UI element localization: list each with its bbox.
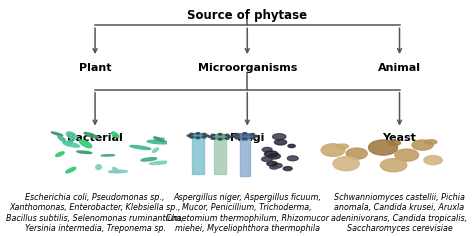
Text: Aspergillus niger, Aspergillus ficuum,
Mucor, Penicillium, Trichoderma,
Chaetomi: Aspergillus niger, Aspergillus ficuum, M… [166,193,328,233]
Text: Schwanniomyces castellii, Pichia
anomala, Candida krusei, Aruxla
adeninivorans, : Schwanniomyces castellii, Pichia anomala… [331,193,467,233]
Text: Microorganisms: Microorganisms [198,63,297,73]
Text: Escherichia coli, Pseudomonas sp.,
Xanthomonas, Enterobacter, Klebsiella sp.,
Ba: Escherichia coli, Pseudomonas sp., Xanth… [7,193,184,233]
Text: Source of phytase: Source of phytase [187,9,307,22]
Text: Animal: Animal [378,63,421,73]
Text: Fungi: Fungi [230,133,264,143]
Text: Yeast: Yeast [383,133,417,143]
Text: Bacterial: Bacterial [67,133,123,143]
Text: Plant: Plant [79,63,111,73]
